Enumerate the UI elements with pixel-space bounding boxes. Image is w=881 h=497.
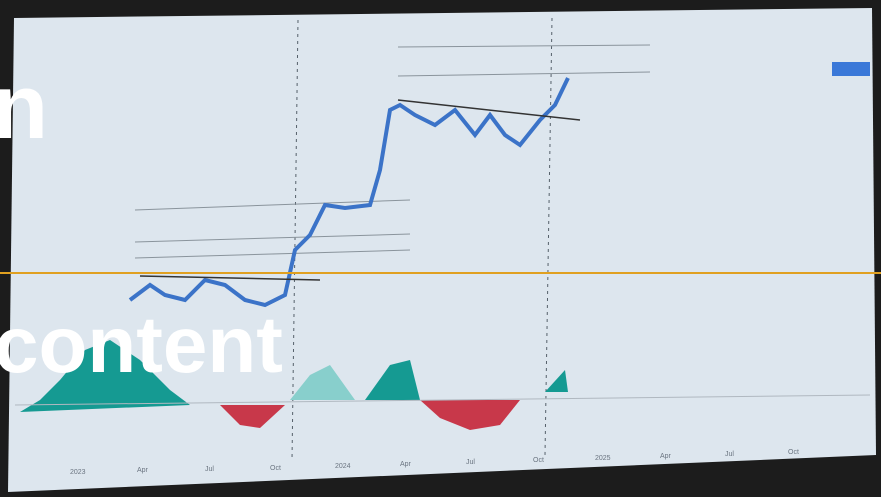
- x-axis-label: Jul: [466, 459, 475, 466]
- price-tag: [832, 62, 870, 76]
- x-axis-label: Jul: [725, 451, 734, 458]
- overlay-text: content: [0, 300, 283, 389]
- x-axis-label: Oct: [270, 465, 281, 472]
- x-axis-label: 2024: [335, 463, 351, 470]
- x-axis-label: 2023: [70, 469, 86, 476]
- screen: [8, 8, 876, 492]
- x-axis-label: Apr: [137, 467, 149, 474]
- x-axis-label: Apr: [400, 461, 412, 468]
- x-axis-label: Apr: [660, 453, 672, 460]
- x-axis-label: Oct: [788, 449, 799, 456]
- x-axis-label: Jul: [205, 466, 214, 473]
- x-axis-label: 2025: [595, 455, 611, 462]
- page: 2023 Apr Jul Oct 2024 Apr Jul Oct 2025 A…: [0, 0, 881, 497]
- photo: 2023 Apr Jul Oct 2024 Apr Jul Oct 2025 A…: [0, 0, 881, 497]
- overlay-text: n: [0, 56, 48, 158]
- x-axis-label: Oct: [533, 457, 544, 464]
